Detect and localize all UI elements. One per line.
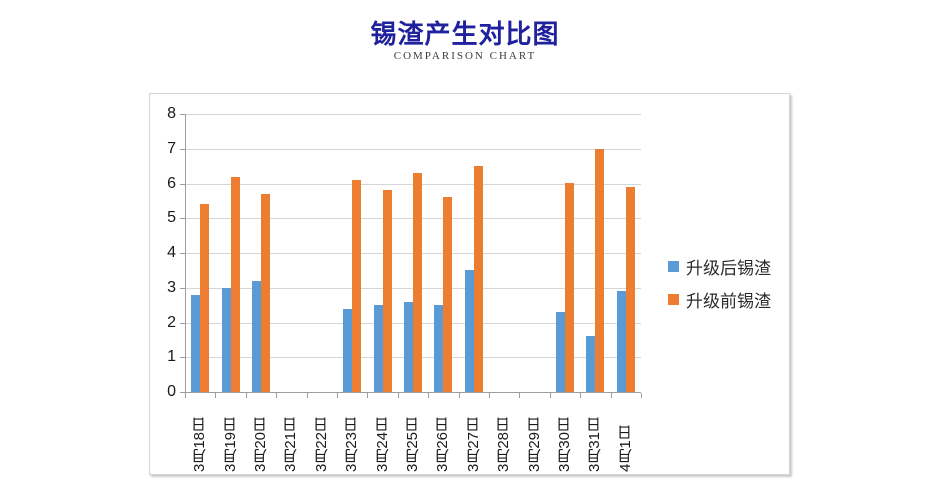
- x-axis-line: [185, 392, 641, 393]
- y-axis-tick-mark: [180, 392, 185, 393]
- y-axis-tick-label: 4: [167, 244, 176, 261]
- legend-swatch-after-upgrade: [668, 260, 679, 272]
- bar-after-upgrade: [221, 288, 231, 392]
- bar-after-upgrade: [343, 309, 353, 392]
- y-axis-tick-mark: [180, 253, 185, 254]
- x-axis-category-label: 3月27日: [464, 416, 482, 472]
- legend-swatch-before-upgrade: [668, 293, 679, 305]
- x-axis-tick-mark: [489, 393, 490, 398]
- x-axis-category-label: 3月23日: [343, 416, 361, 472]
- y-axis-tick-label: 6: [167, 174, 176, 192]
- page-title: 锡渣产生对比图: [370, 19, 560, 49]
- x-axis-tick-mark: [367, 393, 369, 398]
- bar-after-upgrade: [616, 291, 626, 392]
- gridline: [185, 114, 641, 115]
- bar-before-upgrade: [261, 194, 270, 392]
- bar-before-upgrade: [595, 149, 605, 392]
- bar-after-upgrade: [404, 302, 413, 392]
- x-axis-tick-mark: [397, 393, 399, 398]
- bar-before-upgrade: [473, 166, 483, 392]
- y-axis-tick-label: 0: [167, 383, 176, 400]
- y-axis-tick-label: 3: [167, 278, 176, 296]
- y-axis-tick-mark: [180, 218, 185, 220]
- y-axis-tick-label: 8: [167, 105, 176, 122]
- y-axis-tick-label: 2: [167, 313, 176, 331]
- x-axis-tick-mark: [245, 393, 247, 398]
- x-axis-category-label: 3月26日: [434, 416, 452, 472]
- x-axis-category-label: 3月24日: [373, 416, 391, 472]
- x-axis-category-label: 3月19日: [221, 416, 239, 472]
- bar-after-upgrade: [252, 281, 261, 392]
- y-axis-tick-mark: [180, 148, 185, 150]
- bar-after-upgrade: [191, 295, 201, 392]
- y-axis-tick-label: 5: [167, 209, 176, 227]
- x-axis-category-label: 3月29日: [525, 416, 543, 472]
- x-axis-tick-mark: [306, 393, 308, 398]
- bar-after-upgrade: [434, 305, 444, 392]
- bar-before-upgrade: [625, 187, 635, 392]
- y-axis-tick-label: 1: [167, 348, 176, 366]
- x-axis-category-label: 3月22日: [312, 416, 330, 472]
- x-axis-category-label: 3月30日: [556, 416, 573, 472]
- y-axis-tick-mark: [180, 287, 185, 289]
- legend-label-after-upgrade: 升级后锡渣: [686, 258, 771, 278]
- bar-before-upgrade: [382, 190, 392, 392]
- x-axis-category-label: 3月25日: [404, 416, 421, 472]
- x-axis-category-label: 3月18日: [191, 416, 209, 472]
- legend-item-before-upgrade: 升级前锡渣: [668, 288, 771, 311]
- y-axis-tick-mark: [180, 322, 185, 324]
- y-axis-tick-mark: [180, 357, 185, 359]
- y-axis-line: [185, 114, 186, 392]
- bar-before-upgrade: [230, 177, 240, 392]
- bar-after-upgrade: [586, 336, 596, 392]
- x-axis-tick-mark: [610, 393, 612, 398]
- y-axis-tick-mark: [180, 183, 185, 185]
- x-axis-tick-mark: [519, 393, 521, 398]
- x-axis-tick-mark: [580, 393, 582, 398]
- gridline: [185, 148, 641, 150]
- x-axis-category-label: 3月20日: [252, 416, 269, 472]
- bar-before-upgrade: [413, 173, 422, 392]
- x-axis-category-label: 3月28日: [495, 416, 513, 472]
- bar-before-upgrade: [352, 180, 362, 392]
- x-axis-tick-mark: [337, 393, 338, 398]
- x-axis-category-label: 3月21日: [282, 416, 300, 472]
- x-axis-tick-mark: [458, 393, 460, 398]
- legend-label-before-upgrade: 升级前锡渣: [686, 291, 771, 311]
- x-axis-tick-mark: [641, 393, 642, 398]
- x-axis-tick-mark: [276, 393, 278, 398]
- bar-after-upgrade: [373, 305, 383, 392]
- bar-after-upgrade: [556, 312, 565, 392]
- x-axis-tick-mark: [549, 393, 551, 398]
- page-subtitle: COMPARISON CHART: [393, 50, 537, 62]
- bar-before-upgrade: [200, 204, 210, 392]
- bar-before-upgrade: [565, 183, 574, 392]
- y-axis-tick-mark: [180, 114, 185, 115]
- x-axis-tick-mark: [428, 393, 430, 398]
- x-axis-tick-mark: [215, 393, 217, 398]
- x-axis-tick-mark: [185, 393, 186, 398]
- bar-after-upgrade: [464, 270, 474, 392]
- x-axis-category-label: 3月31日: [586, 416, 604, 472]
- x-axis-category-label: 4月1日: [616, 425, 634, 472]
- plot-area: 0 1 2 3 4 5 6 7 8 3月18日 3月19日 3月20日 3月21日 3月22日 3月23日 3…: [150, 94, 791, 476]
- bar-before-upgrade: [443, 197, 453, 392]
- y-axis-tick-label: 7: [167, 139, 176, 157]
- comparison-bar-chart: 0 1 2 3 4 5 6 7 8 3月18日 3月19日 3月20日 3月21日 3月22日 3月23日 3…: [149, 93, 790, 475]
- legend-item-after-upgrade: 升级后锡渣: [668, 255, 771, 278]
- chart-legend: 升级后锡渣升级前锡渣: [668, 255, 771, 321]
